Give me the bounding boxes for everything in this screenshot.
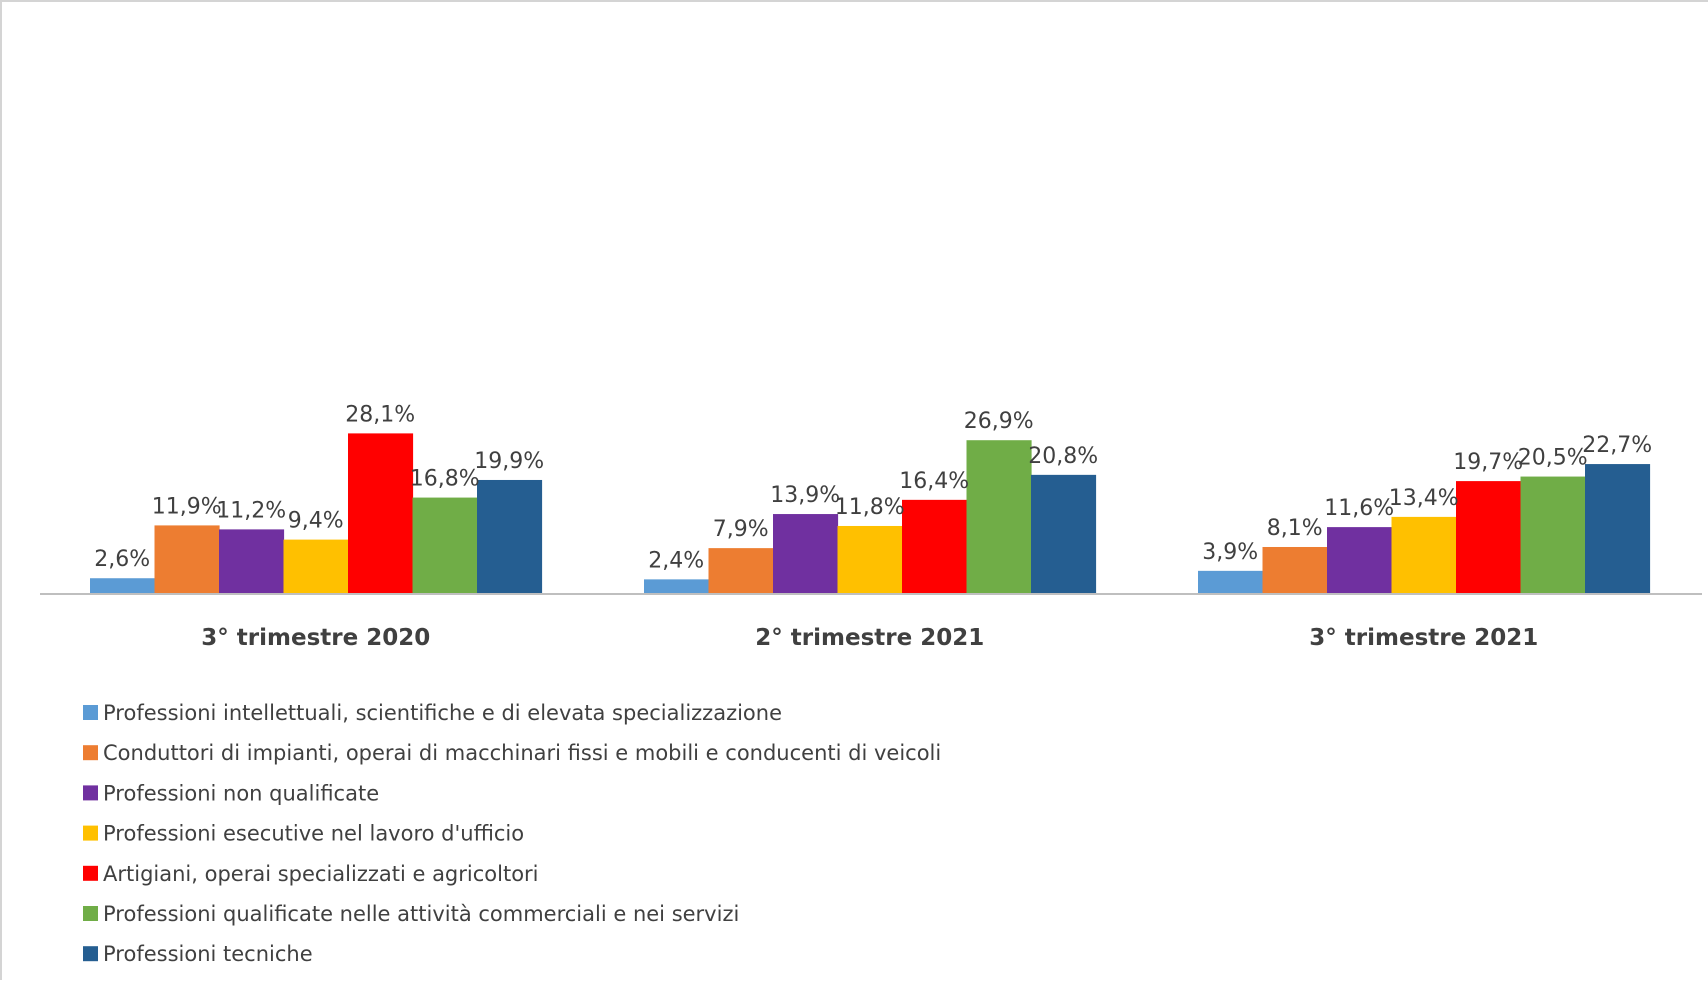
data-label: 26,9% [964,409,1034,434]
legend-label: Artigiani, operai specializzati e agrico… [103,862,539,886]
category-labels-layer: 3° trimestre 2020 2° trimestre 2021 3° tri… [201,625,1538,651]
legend-swatch [83,866,98,881]
legend-label: Professioni esecutive nel lavoro d'uffic… [103,822,524,846]
data-label: 13,9% [770,483,840,508]
legend: Professioni intellettuali, scientifiche … [83,701,941,966]
data-label: 3,9% [1202,540,1258,565]
category-label: 3° trimestre 2020 [201,625,430,651]
data-label: 9,4% [288,509,344,534]
data-label: 19,7% [1453,450,1523,475]
legend-label: Conduttori di impianti, operai di macchi… [103,741,941,765]
bar-5-group-1 [348,433,413,593]
data-label: 11,8% [835,495,905,520]
data-label: 19,9% [474,449,544,474]
legend-label: Professioni tecniche [103,942,313,966]
bar-7-group-2 [1031,475,1096,593]
legend-swatch [83,705,98,720]
bar-3-group-1 [219,529,284,593]
legend-label: Professioni non qualificate [103,781,379,805]
bar-3-group-2 [773,514,838,593]
legend-label: Professioni intellettuali, scientifiche … [103,701,782,725]
bar-3-group-3 [1327,527,1392,593]
bar-5-group-3 [1456,481,1521,593]
bar-1-group-2 [644,579,709,593]
bar-1-group-1 [90,578,155,593]
legend-label: Professioni qualificate nelle attività c… [103,902,739,926]
legend-swatch [83,906,98,921]
category-label: 3° trimestre 2021 [1309,625,1538,651]
category-label: 2° trimestre 2021 [755,625,984,651]
bar-4-group-2 [838,526,903,593]
data-label: 2,4% [648,548,704,573]
data-label: 20,5% [1518,446,1588,471]
data-label: 8,1% [1267,516,1323,541]
bar-2-group-1 [155,525,220,593]
legend-swatch [83,785,98,800]
data-label: 16,8% [410,467,480,492]
data-label: 13,4% [1389,486,1459,511]
data-label: 28,1% [345,402,415,427]
bar-6-group-2 [967,440,1032,593]
bar-2-group-2 [709,548,774,593]
bar-7-group-3 [1585,464,1650,593]
bar-6-group-3 [1521,477,1586,593]
bar-2-group-3 [1263,547,1328,593]
data-label: 11,9% [152,494,222,519]
bar-6-group-1 [413,498,478,593]
data-label: 2,6% [94,547,150,572]
data-label: 7,9% [713,517,769,542]
data-label: 16,4% [899,469,969,494]
bar-4-group-3 [1392,517,1457,593]
legend-swatch [83,745,98,760]
bar-7-group-1 [477,480,542,593]
data-label: 20,8% [1028,444,1098,469]
data-label: 11,2% [216,498,286,523]
legend-swatch [83,826,98,841]
bar-1-group-3 [1198,571,1263,593]
data-label: 22,7% [1582,433,1652,458]
bar-4-group-1 [284,540,349,593]
bar-5-group-2 [902,500,967,593]
legend-swatch [83,946,98,961]
data-label: 11,6% [1324,496,1394,521]
